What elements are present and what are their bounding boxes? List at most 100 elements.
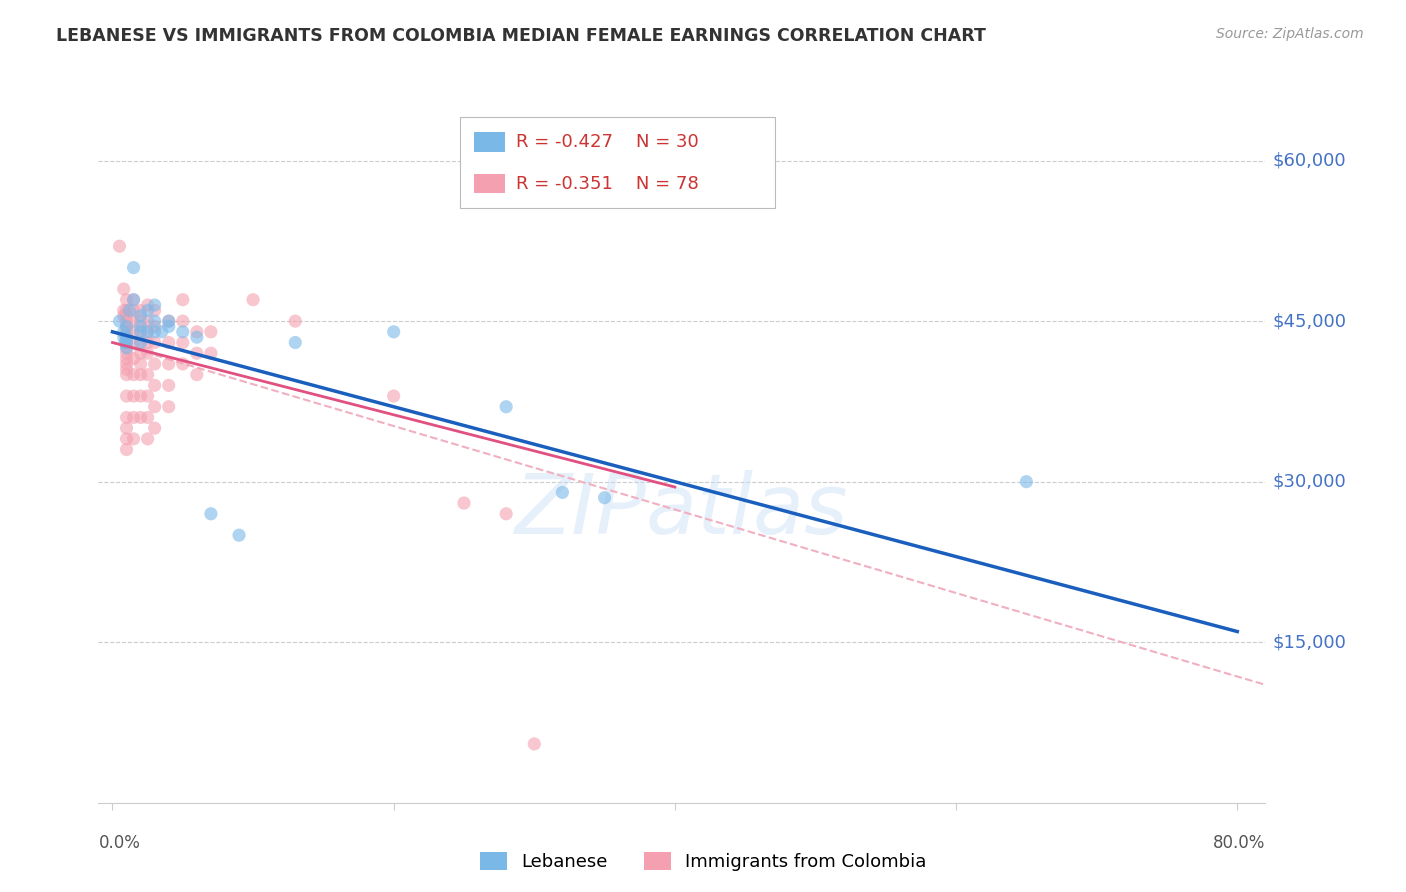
Point	[228, 528, 250, 542]
Point	[122, 293, 145, 307]
Point	[143, 319, 166, 334]
Point	[129, 410, 152, 425]
Point	[122, 389, 145, 403]
Point	[115, 410, 138, 425]
Point	[115, 351, 138, 366]
Point	[129, 389, 152, 403]
Point	[112, 309, 135, 323]
Point	[108, 239, 131, 253]
Point	[114, 335, 136, 350]
Point	[129, 303, 152, 318]
Point	[143, 400, 166, 414]
Point	[157, 400, 180, 414]
Point	[136, 314, 159, 328]
Point	[115, 362, 138, 376]
Point	[122, 410, 145, 425]
Point	[136, 346, 159, 360]
Text: Source: ZipAtlas.com: Source: ZipAtlas.com	[1216, 27, 1364, 41]
Point	[172, 325, 194, 339]
Point	[115, 389, 138, 403]
Point	[172, 314, 194, 328]
Point	[112, 330, 135, 344]
Point	[115, 314, 138, 328]
Point	[136, 325, 159, 339]
Point	[115, 432, 138, 446]
Point	[186, 346, 208, 360]
Point	[108, 314, 131, 328]
Point	[143, 357, 166, 371]
Point	[118, 303, 141, 318]
Point	[200, 346, 222, 360]
Point	[200, 507, 222, 521]
Text: R = -0.351    N = 78: R = -0.351 N = 78	[516, 175, 699, 193]
Point	[200, 325, 222, 339]
Point	[593, 491, 616, 505]
Point	[136, 325, 159, 339]
Point	[453, 496, 475, 510]
Point	[242, 293, 264, 307]
Point	[382, 325, 405, 339]
Point	[143, 421, 166, 435]
Text: R = -0.427    N = 30: R = -0.427 N = 30	[516, 133, 699, 151]
Point	[115, 442, 138, 457]
Point	[115, 357, 138, 371]
Point	[129, 325, 152, 339]
Point	[129, 335, 152, 350]
Point	[136, 335, 159, 350]
Text: $30,000: $30,000	[1272, 473, 1346, 491]
Point	[382, 389, 405, 403]
Point	[115, 368, 138, 382]
Point	[172, 357, 194, 371]
Point	[122, 325, 145, 339]
Point	[122, 260, 145, 275]
Point	[143, 298, 166, 312]
Point	[115, 293, 138, 307]
Point	[115, 325, 138, 339]
Text: $45,000: $45,000	[1272, 312, 1347, 330]
Point	[136, 298, 159, 312]
Point	[157, 314, 180, 328]
Point	[284, 335, 307, 350]
Point	[112, 303, 135, 318]
Point	[143, 303, 166, 318]
Point	[115, 421, 138, 435]
Point	[136, 432, 159, 446]
Point	[186, 368, 208, 382]
Point	[143, 314, 166, 328]
Point	[157, 314, 180, 328]
Point	[284, 314, 307, 328]
Point	[115, 319, 138, 334]
Point	[136, 389, 159, 403]
Point	[523, 737, 546, 751]
Point	[112, 282, 135, 296]
Point	[129, 335, 152, 350]
Text: ZIPatlas: ZIPatlas	[515, 470, 849, 551]
Point	[157, 357, 180, 371]
Point	[129, 325, 152, 339]
Text: $60,000: $60,000	[1272, 152, 1346, 169]
Point	[143, 325, 166, 339]
Point	[136, 368, 159, 382]
Point	[122, 293, 145, 307]
Text: 80.0%: 80.0%	[1213, 834, 1265, 852]
Point	[122, 351, 145, 366]
Legend: Lebanese, Immigrants from Colombia: Lebanese, Immigrants from Colombia	[472, 845, 934, 879]
Point	[143, 335, 166, 350]
Point	[115, 330, 138, 344]
Text: $15,000: $15,000	[1272, 633, 1347, 651]
Point	[157, 335, 180, 350]
Point	[129, 319, 152, 334]
Text: LEBANESE VS IMMIGRANTS FROM COLOMBIA MEDIAN FEMALE EARNINGS CORRELATION CHART: LEBANESE VS IMMIGRANTS FROM COLOMBIA MED…	[56, 27, 986, 45]
Point	[551, 485, 574, 500]
Point	[115, 341, 138, 355]
Point	[495, 507, 517, 521]
Point	[136, 410, 159, 425]
Text: 0.0%: 0.0%	[98, 834, 141, 852]
Point	[122, 432, 145, 446]
Point	[122, 335, 145, 350]
Point	[122, 314, 145, 328]
Point	[1015, 475, 1038, 489]
Point	[129, 357, 152, 371]
Point	[115, 330, 138, 344]
Point	[172, 335, 194, 350]
